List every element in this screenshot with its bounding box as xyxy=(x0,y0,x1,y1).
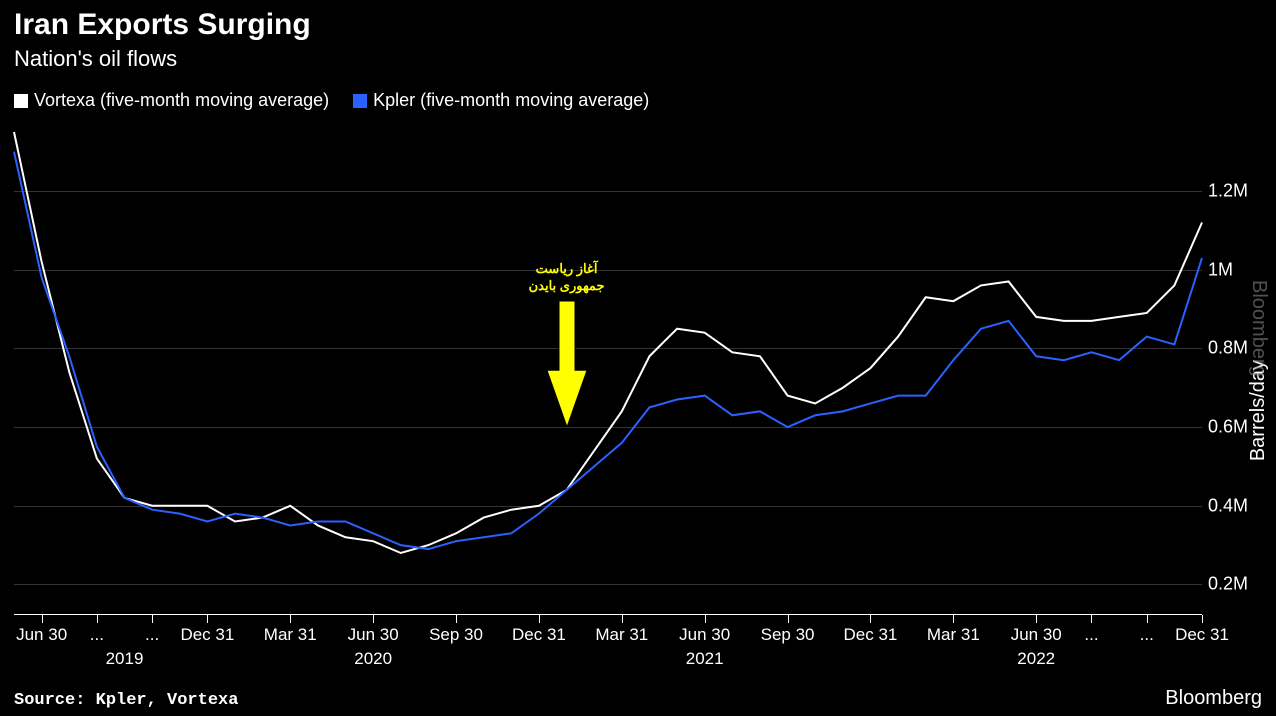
x-tick xyxy=(97,615,98,623)
x-tick-label: ... xyxy=(1140,625,1154,645)
x-tick xyxy=(788,615,789,623)
annotation-arrow-icon xyxy=(547,301,587,427)
legend-label: Kpler (five-month moving average) xyxy=(373,90,649,111)
annotation-text: آغاز ریاستجمهوری بایدن xyxy=(522,261,612,295)
x-tick xyxy=(456,615,457,623)
x-tick-label: Mar 31 xyxy=(264,625,317,645)
x-tick xyxy=(622,615,623,623)
x-tick-label: Dec 31 xyxy=(1175,625,1229,645)
x-axis: Jun 30...... Dec 31 Mar 31 Jun 30 Sep 30 Dec … xyxy=(14,614,1202,684)
x-tick xyxy=(207,615,208,623)
chart-plot-area: آغاز ریاستجمهوری بایدن xyxy=(14,132,1202,612)
x-tick-label: Jun 30 xyxy=(679,625,730,645)
x-tick xyxy=(1091,615,1092,623)
x-tick xyxy=(290,615,291,623)
legend: Vortexa (five-month moving average) Kple… xyxy=(0,72,1276,111)
legend-label: Vortexa (five-month moving average) xyxy=(34,90,329,111)
y-tick-label: 0.8M xyxy=(1208,338,1248,359)
source-text: Source: Kpler, Vortexa xyxy=(14,691,238,710)
x-tick-label: Jun 30 xyxy=(348,625,399,645)
x-tick-label: Dec 31 xyxy=(180,625,234,645)
x-tick-label: Sep 30 xyxy=(429,625,483,645)
y-tick-label: 1M xyxy=(1208,259,1233,280)
x-tick xyxy=(870,615,871,623)
x-tick-label: Jun 30 xyxy=(16,625,67,645)
series-line-vortexa xyxy=(14,132,1202,553)
y-tick-label: 0.4M xyxy=(1208,495,1248,516)
x-tick xyxy=(953,615,954,623)
x-tick-label: Mar 31 xyxy=(595,625,648,645)
chart-subtitle: Nation's oil flows xyxy=(0,42,1276,72)
x-tick-label: Mar 31 xyxy=(927,625,980,645)
x-tick xyxy=(539,615,540,623)
y-tick-label: 0.2M xyxy=(1208,574,1248,595)
legend-item-vortexa: Vortexa (five-month moving average) xyxy=(14,90,329,111)
x-tick xyxy=(1147,615,1148,623)
x-year-label: 2021 xyxy=(686,649,724,669)
x-year-label: 2020 xyxy=(354,649,392,669)
legend-swatch-kpler xyxy=(353,94,367,108)
legend-swatch-vortexa xyxy=(14,94,28,108)
x-tick xyxy=(705,615,706,623)
x-tick-label: ... xyxy=(145,625,159,645)
y-tick-label: 1.2M xyxy=(1208,181,1248,202)
x-tick-label: Sep 30 xyxy=(761,625,815,645)
x-tick-label: Jun 30 xyxy=(1011,625,1062,645)
brand-watermark: Bloomberg xyxy=(1247,280,1270,377)
x-tick xyxy=(373,615,374,623)
x-tick xyxy=(1036,615,1037,623)
x-year-label: 2019 xyxy=(106,649,144,669)
x-tick xyxy=(42,615,43,623)
y-tick-label: 0.6M xyxy=(1208,417,1248,438)
x-tick-label: ... xyxy=(1084,625,1098,645)
x-year-label: 2022 xyxy=(1017,649,1055,669)
x-tick-label: Dec 31 xyxy=(844,625,898,645)
chart-title: Iran Exports Surging xyxy=(0,0,1276,42)
x-tick xyxy=(152,615,153,623)
legend-item-kpler: Kpler (five-month moving average) xyxy=(353,90,649,111)
x-tick-label: ... xyxy=(90,625,104,645)
x-tick xyxy=(1202,615,1203,623)
brand-text: Bloomberg xyxy=(1165,687,1262,710)
x-tick-label: Dec 31 xyxy=(512,625,566,645)
series-line-kpler xyxy=(14,152,1202,549)
